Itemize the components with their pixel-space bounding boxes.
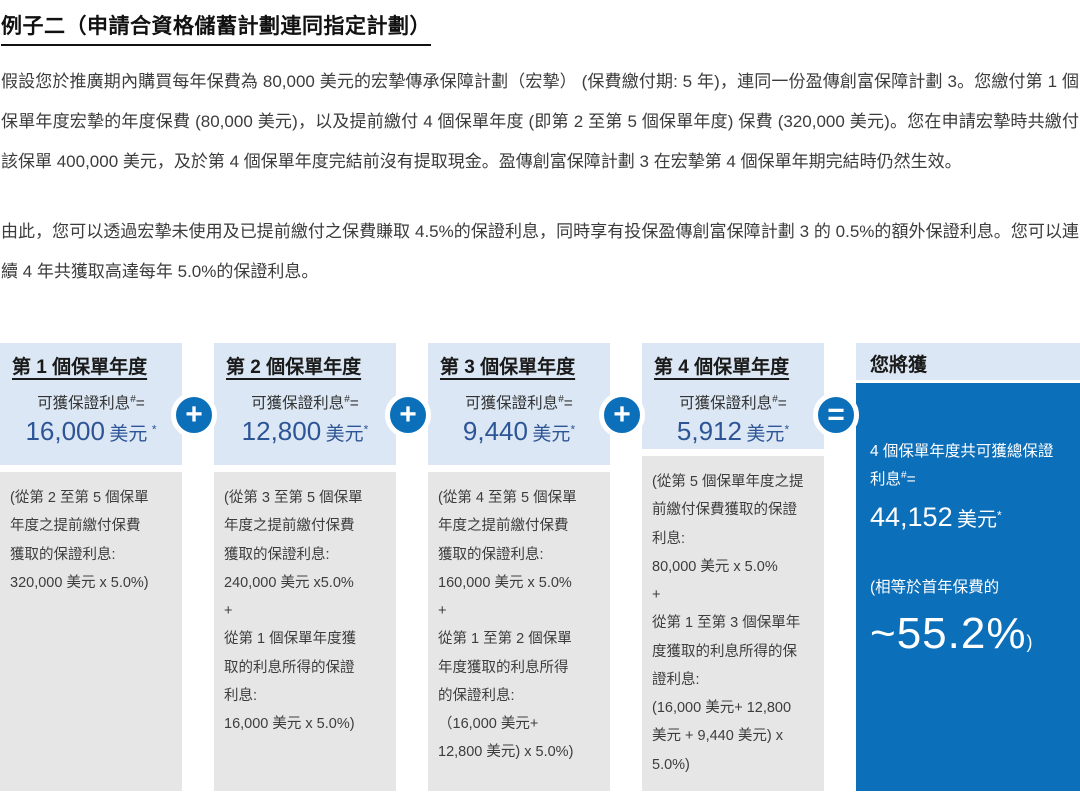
year-3-header: 第 3 個保單年度	[440, 357, 576, 378]
plus-icon: +	[171, 392, 217, 438]
policy-year-1-column: 第 1 個保單年度 可獲保證利息#= 16,000 美元 * (從第 2 至第 …	[0, 343, 182, 791]
year-4-interest-box: 第 4 個保單年度 可獲保證利息#= 5,912 美元*	[642, 343, 824, 450]
amount-value: 44,152	[870, 501, 953, 532]
year-1-interest-label: 可獲保證利息#=	[12, 391, 170, 413]
plus-glyph: +	[613, 398, 631, 431]
page-title: 例子二（申請合資格儲蓄計劃連同指定計劃）	[1, 10, 431, 46]
year-3-interest-label: 可獲保證利息#=	[440, 391, 598, 413]
year-2-header: 第 2 個保單年度	[226, 357, 362, 378]
policy-year-4-column: 第 4 個保單年度 可獲保證利息#= 5,912 美元* (從第 5 個保單年度…	[642, 343, 824, 791]
interest-label-text: 可獲保證利息	[465, 395, 559, 412]
year-2-interest-label: 可獲保證利息#=	[226, 391, 384, 413]
total-label-text: 4 個保單年度共可獲總保證利息	[870, 443, 1054, 488]
summary-column: 您將獲 4 個保單年度共可獲總保證利息#= 44,152 美元* (相等於首年保…	[856, 343, 1080, 791]
hash-superscript: #	[558, 393, 564, 405]
percentage-value: ~55.2%	[870, 608, 1027, 658]
hash-superscript: #	[344, 393, 350, 405]
amount-unit: 美元	[957, 508, 998, 531]
equals-icon: =	[813, 392, 859, 438]
closing-paren: )	[1026, 631, 1033, 652]
policy-year-2-column: 第 2 個保單年度 可獲保證利息#= 12,800 美元* (從第 3 至第 5…	[214, 343, 396, 791]
asterisk-superscript: *	[151, 422, 157, 437]
amount-unit: 美元	[109, 424, 148, 445]
asterisk-superscript: *	[363, 422, 369, 437]
year-1-amount: 16,000 美元 *	[12, 416, 170, 447]
equals-sign: =	[135, 395, 145, 412]
year-2-amount: 12,800 美元*	[226, 416, 384, 447]
equals-sign: =	[349, 395, 359, 412]
year-4-interest-label: 可獲保證利息#=	[654, 391, 812, 413]
year-3-interest-box: 第 3 個保單年度 可獲保證利息#= 9,440 美元*	[428, 343, 610, 465]
interest-explanation-paragraph: 由此，您可以透過宏摯未使用及已提前繳付之保費賺取 4.5%的保證利息，同時享有投…	[1, 222, 1079, 281]
amount-unit: 美元	[532, 424, 571, 445]
plus-icon: +	[599, 392, 645, 438]
amount-value: 5,912	[676, 416, 742, 446]
asterisk-superscript: *	[570, 422, 576, 437]
plus-glyph: +	[185, 398, 203, 431]
year-4-header: 第 4 個保單年度	[654, 357, 790, 378]
summary-total-label: 4 個保單年度共可獲總保證利息#=	[870, 438, 1064, 494]
year-4-detail-box: (從第 5 個保單年度之提 前繳付保費獲取的保證 利息: 80,000 美元 x…	[642, 456, 824, 791]
interest-label-text: 可獲保證利息	[251, 395, 345, 412]
asterisk-superscript: *	[784, 422, 790, 437]
amount-unit: 美元	[325, 424, 364, 445]
summary-total-box: 4 個保單年度共可獲總保證利息#= 44,152 美元* (相等於首年保費的 ~…	[856, 383, 1080, 791]
equals-sign: =	[906, 470, 916, 488]
year-3-detail-box: (從第 4 至第 5 個保單 年度之提前繳付保費 獲取的保證利息: 160,00…	[428, 472, 610, 791]
plus-icon: +	[385, 392, 431, 438]
plus-glyph: +	[399, 398, 417, 431]
policy-year-3-column: 第 3 個保單年度 可獲保證利息#= 9,440 美元* (從第 4 至第 5 …	[428, 343, 610, 791]
year-1-header: 第 1 個保單年度	[12, 357, 148, 378]
amount-value: 9,440	[462, 416, 528, 446]
amount-value: 12,800	[241, 416, 322, 446]
interest-label-text: 可獲保證利息	[37, 395, 131, 412]
summary-percentage: ~55.2%)	[870, 609, 1064, 659]
intro-paragraph: 假設您於推廣期內購買每年保費為 80,000 美元的宏摯傳承保障計劃（宏摯） (…	[1, 72, 1079, 171]
year-2-detail-box: (從第 3 至第 5 個保單 年度之提前繳付保費 獲取的保證利息: 240,00…	[214, 472, 396, 791]
hash-superscript: #	[130, 393, 136, 405]
summary-equivalent-label: (相等於首年保費的	[870, 578, 1000, 596]
year-1-interest-box: 第 1 個保單年度 可獲保證利息#= 16,000 美元 *	[0, 343, 182, 465]
asterisk-superscript: *	[997, 508, 1002, 523]
year-3-amount: 9,440 美元*	[440, 416, 598, 447]
summary-total-amount: 44,152 美元*	[870, 502, 1064, 533]
summary-header: 您將獲	[856, 343, 1080, 380]
equals-glyph: =	[827, 398, 845, 431]
year-4-amount: 5,912 美元*	[654, 416, 812, 447]
interest-label-text: 可獲保證利息	[679, 395, 773, 412]
year-2-interest-box: 第 2 個保單年度 可獲保證利息#= 12,800 美元*	[214, 343, 396, 465]
equals-sign: =	[563, 395, 573, 412]
amount-unit: 美元	[746, 424, 785, 445]
amount-value: 16,000	[25, 416, 105, 446]
guaranteed-interest-diagram: 第 1 個保單年度 可獲保證利息#= 16,000 美元 * (從第 2 至第 …	[0, 343, 1080, 791]
hash-superscript: #	[772, 393, 778, 405]
year-1-detail-box: (從第 2 至第 5 個保單 年度之提前繳付保費 獲取的保證利息: 320,00…	[0, 472, 182, 791]
equals-sign: =	[777, 395, 787, 412]
hash-superscript: #	[901, 469, 907, 481]
